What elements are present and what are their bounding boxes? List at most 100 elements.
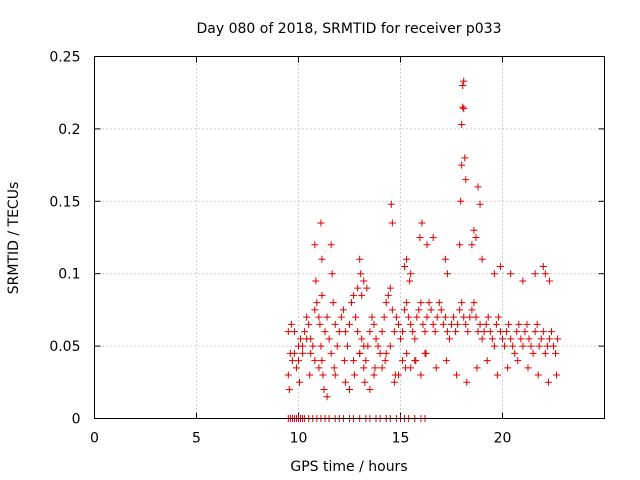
data-point [543, 342, 551, 350]
data-point [525, 335, 533, 343]
data-point [490, 270, 498, 278]
data-point [386, 342, 394, 350]
data-point [493, 371, 501, 379]
data-point [509, 342, 517, 350]
data-point [507, 335, 515, 343]
data-point [425, 299, 433, 307]
data-point [478, 335, 486, 343]
data-point [376, 349, 384, 357]
data-point [323, 393, 331, 401]
data-point [429, 234, 437, 241]
data-point [328, 270, 336, 278]
data-point [541, 270, 549, 278]
data-point [356, 349, 364, 357]
data-point [360, 342, 368, 350]
data-point [288, 357, 296, 365]
data-point [333, 342, 341, 350]
data-point [320, 386, 328, 394]
data-point [330, 364, 338, 372]
data-point [386, 284, 394, 292]
data-point [381, 357, 389, 365]
data-point [407, 270, 415, 278]
data-point [531, 270, 539, 278]
data-point [317, 219, 325, 227]
data-point [472, 234, 480, 241]
data-point [507, 270, 515, 278]
x-tick-label: 5 [192, 431, 201, 447]
data-point [346, 320, 353, 328]
data-point [372, 335, 380, 343]
data-point [303, 313, 311, 321]
data-point [321, 328, 329, 336]
data-point [547, 328, 555, 336]
data-point [458, 161, 466, 169]
data-point [296, 378, 304, 386]
data-point [337, 313, 345, 321]
y-tick-label: 0.25 [49, 50, 80, 66]
data-point [401, 306, 409, 314]
data-point [460, 105, 468, 113]
data-point [460, 77, 468, 85]
data-point [394, 320, 402, 328]
data-point [473, 364, 481, 372]
data-point [445, 335, 453, 343]
data-point [496, 262, 504, 270]
data-point [550, 342, 557, 350]
data-point [407, 364, 415, 372]
data-point [352, 313, 360, 321]
x-tick-label: 15 [392, 431, 410, 447]
data-point [351, 371, 359, 379]
data-point [350, 357, 358, 365]
data-point [329, 299, 337, 307]
data-point [360, 364, 368, 372]
data-point [311, 241, 319, 249]
data-point [407, 320, 415, 328]
data-point [474, 328, 482, 336]
data-point [519, 342, 527, 350]
data-point [429, 320, 437, 328]
data-point [537, 335, 545, 343]
data-point [284, 371, 292, 379]
data-point [488, 335, 496, 343]
data-point [287, 320, 295, 328]
data-point [327, 349, 335, 357]
data-point [470, 226, 478, 234]
data-point [325, 335, 333, 343]
data-point [315, 313, 323, 321]
data-point [384, 291, 392, 299]
data-point [417, 299, 425, 307]
data-point [521, 328, 529, 336]
data-point [378, 328, 386, 336]
data-point [299, 349, 307, 357]
data-point [443, 328, 451, 336]
data-point [390, 328, 398, 336]
data-point [514, 357, 522, 365]
data-point [427, 306, 435, 314]
data-point [483, 357, 491, 365]
data-point [378, 364, 386, 372]
data-point [307, 349, 315, 357]
data-point [431, 328, 439, 336]
data-point [513, 328, 521, 336]
data-point [450, 313, 458, 321]
data-point [285, 386, 293, 394]
data-point [309, 342, 317, 350]
data-point [499, 335, 506, 343]
data-point [533, 320, 541, 328]
data-point [403, 255, 411, 263]
data-point [363, 284, 371, 292]
data-point [423, 313, 431, 321]
data-point [461, 154, 469, 162]
data-point [452, 328, 460, 336]
data-point [311, 306, 319, 314]
y-tick-label: 0.2 [58, 122, 80, 138]
data-point [387, 200, 395, 208]
data-point [494, 313, 502, 321]
data-point [505, 320, 513, 328]
data-point [515, 320, 523, 328]
data-point [527, 342, 535, 350]
data-point [413, 313, 421, 321]
data-point [390, 378, 398, 386]
y-tick-label: 0.1 [58, 267, 80, 283]
data-point [458, 121, 466, 129]
